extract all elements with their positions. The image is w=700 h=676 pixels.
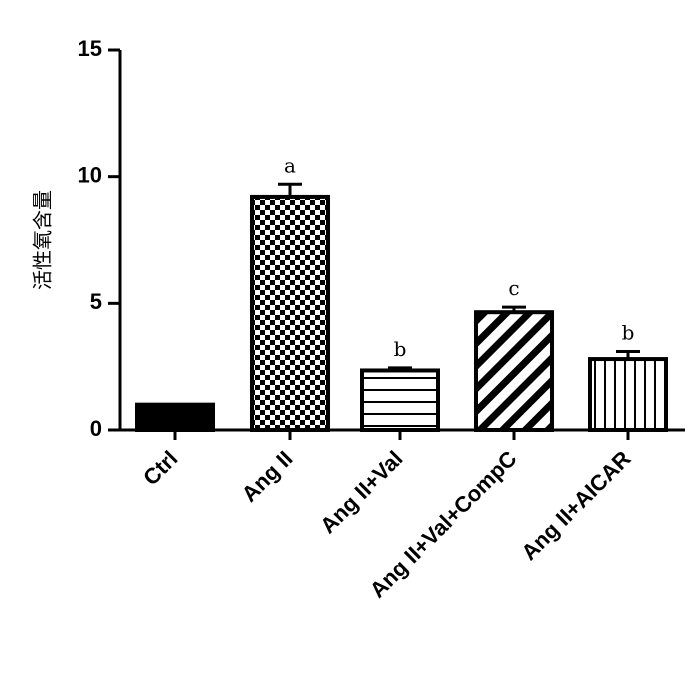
significance-labels: a b c b bbox=[284, 153, 634, 361]
significance-label: c bbox=[508, 276, 519, 300]
bar bbox=[474, 310, 554, 433]
significance-label: b bbox=[394, 337, 407, 361]
significance-label: a bbox=[284, 153, 296, 177]
category-label: Ang II+Val bbox=[315, 446, 407, 538]
y-tick-label: 0 bbox=[90, 416, 102, 441]
significance-label: b bbox=[622, 320, 635, 344]
bars bbox=[135, 194, 668, 433]
y-tick-label: 10 bbox=[78, 162, 102, 187]
category-label: Ang II bbox=[237, 446, 298, 507]
bar bbox=[135, 402, 215, 432]
y-ticks: 0 5 10 15 bbox=[78, 36, 120, 441]
bar bbox=[588, 357, 668, 433]
bar bbox=[360, 368, 440, 433]
error-bars bbox=[278, 182, 640, 371]
bar bbox=[250, 194, 330, 432]
category-label: Ctrl bbox=[138, 446, 182, 490]
y-tick-label: 5 bbox=[90, 289, 102, 314]
y-tick-label: 15 bbox=[78, 36, 102, 61]
y-axis-label: 活性氧含量 bbox=[31, 190, 55, 290]
category-label: Ang II+AICAR bbox=[516, 446, 635, 565]
